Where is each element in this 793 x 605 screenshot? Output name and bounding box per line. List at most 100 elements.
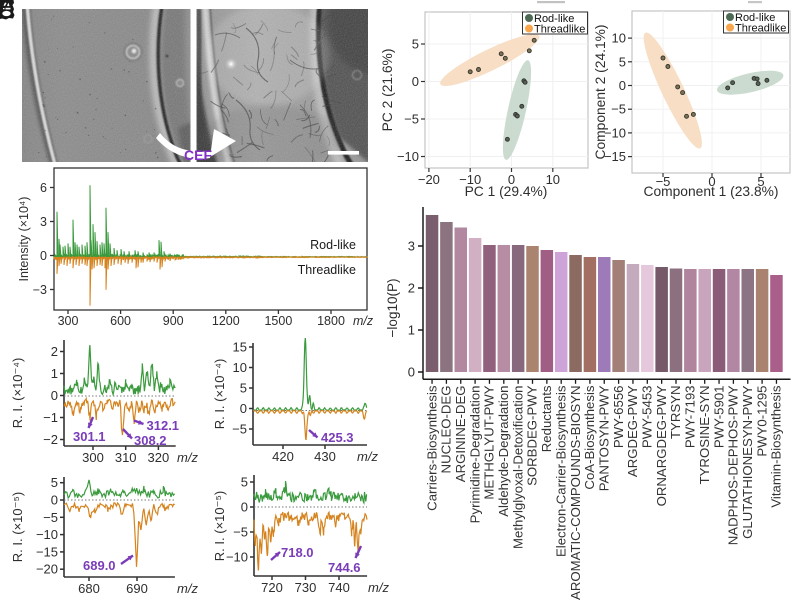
- svg-text:−log10(P): −log10(P): [385, 279, 400, 338]
- svg-text:−15: −15: [36, 544, 58, 559]
- svg-text:PWY-7193: PWY-7193: [683, 386, 698, 449]
- svg-text:−3: −3: [33, 283, 47, 297]
- svg-text:6: 6: [40, 181, 47, 195]
- svg-text:−1: −1: [43, 410, 58, 425]
- svg-text:Reductants: Reductants: [539, 385, 554, 452]
- svg-text:Component 2 (24.1%): Component 2 (24.1%): [593, 25, 608, 160]
- svg-text:Threadlike: Threadlike: [298, 263, 356, 277]
- svg-text:Rod-like: Rod-like: [310, 238, 356, 252]
- svg-text:Threadlike: Threadlike: [735, 23, 786, 35]
- svg-text:1800: 1800: [317, 314, 345, 328]
- svg-text:TYRSYN: TYRSYN: [668, 386, 683, 440]
- svg-text:5: 5: [412, 37, 419, 52]
- svg-text:PANTOSYN-PWY: PANTOSYN-PWY: [596, 385, 611, 491]
- svg-text:−10: −10: [36, 527, 58, 542]
- svg-text:310: 310: [115, 450, 137, 465]
- svg-text:300: 300: [82, 450, 104, 465]
- svg-text:Intensity (×10⁴): Intensity (×10⁴): [17, 197, 31, 282]
- svg-text:0: 0: [408, 365, 415, 380]
- svg-text:AROMATIC-COMPOUNDS-BIOSYN: AROMATIC-COMPOUNDS-BIOSYN: [568, 386, 583, 600]
- svg-text:Rod-like: Rod-like: [735, 12, 775, 24]
- svg-text:689.0: 689.0: [83, 558, 116, 573]
- svg-text:5: 5: [51, 475, 58, 490]
- svg-text:3: 3: [408, 239, 415, 254]
- svg-text:CoA-Biosynthesis: CoA-Biosynthesis: [582, 385, 597, 489]
- svg-text:m/z: m/z: [357, 449, 378, 464]
- svg-text:m/z: m/z: [353, 314, 374, 328]
- svg-text:0: 0: [51, 493, 58, 508]
- svg-text:0: 0: [241, 500, 248, 515]
- svg-text:425.3: 425.3: [321, 430, 354, 445]
- svg-text:312.1: 312.1: [147, 418, 180, 433]
- svg-text:−2: −2: [43, 432, 58, 447]
- svg-text:−20: −20: [418, 172, 440, 187]
- svg-text:0: 0: [51, 388, 58, 403]
- svg-text:740: 740: [328, 580, 350, 595]
- svg-text:−5: −5: [233, 525, 248, 540]
- svg-text:Rod-like: Rod-like: [534, 13, 574, 25]
- svg-text:−5: −5: [656, 174, 671, 189]
- svg-text:−15: −15: [604, 149, 626, 164]
- svg-text:−5: −5: [404, 112, 419, 127]
- svg-text:10: 10: [612, 31, 626, 46]
- svg-text:720: 720: [261, 580, 283, 595]
- svg-text:Electron-Carrier-Biosynthesis: Electron-Carrier-Biosynthesis: [553, 385, 568, 557]
- svg-text:ARGDEG-PWY: ARGDEG-PWY: [625, 385, 640, 477]
- svg-text:NUCLEO-DEG: NUCLEO-DEG: [439, 386, 454, 474]
- svg-text:1: 1: [51, 366, 58, 381]
- svg-text:Pyrimidine-Degradation: Pyrimidine-Degradation: [467, 386, 482, 524]
- svg-text:2: 2: [408, 281, 415, 296]
- svg-text:−10: −10: [604, 125, 626, 140]
- svg-text:PC 1 (29.4%): PC 1 (29.4%): [465, 184, 548, 199]
- svg-text:R. I. (×10⁻⁴): R. I. (×10⁻⁴): [212, 359, 227, 430]
- svg-text:METHGLYUT-PWY: METHGLYUT-PWY: [482, 385, 497, 499]
- svg-text:718.0: 718.0: [281, 545, 314, 560]
- svg-text:2: 2: [51, 344, 58, 359]
- svg-text:R. I. (×10⁻⁵): R. I. (×10⁻⁵): [212, 491, 227, 561]
- svg-text:Aldehyde-Degradation: Aldehyde-Degradation: [496, 386, 511, 517]
- svg-text:PWY-5453: PWY-5453: [640, 386, 655, 449]
- svg-text:0: 0: [619, 78, 626, 93]
- svg-text:730: 730: [295, 580, 317, 595]
- svg-text:Methylglyoxal-Detoxification: Methylglyoxal-Detoxification: [510, 386, 525, 549]
- svg-text:3: 3: [40, 215, 47, 229]
- svg-text:−10: −10: [397, 149, 419, 164]
- svg-text:−20: −20: [36, 562, 58, 577]
- svg-text:−5: −5: [43, 510, 58, 525]
- svg-text:0: 0: [508, 172, 515, 187]
- svg-text:600: 600: [110, 314, 131, 328]
- svg-text:5: 5: [757, 174, 764, 189]
- svg-text:1200: 1200: [212, 314, 240, 328]
- svg-text:Vitamin-Biosynthesis: Vitamin-Biosynthesis: [769, 385, 784, 508]
- svg-text:PWY-6556: PWY-6556: [611, 386, 626, 449]
- svg-text:R. I. (×10⁻⁵): R. I. (×10⁻⁵): [10, 492, 25, 562]
- svg-text:10: 10: [233, 360, 247, 375]
- svg-text:680: 680: [78, 581, 100, 596]
- svg-text:0: 0: [40, 249, 47, 263]
- svg-text:GLUTATHIONESYN-PWY: GLUTATHIONESYN-PWY: [740, 385, 755, 539]
- svg-text:−5: −5: [232, 422, 247, 437]
- svg-text:430: 430: [314, 449, 336, 464]
- svg-text:320: 320: [148, 450, 170, 465]
- svg-text:Threadlike: Threadlike: [534, 24, 585, 36]
- svg-text:308.2: 308.2: [134, 433, 167, 448]
- svg-text:ARGININE-DEG: ARGININE-DEG: [453, 386, 468, 483]
- svg-text:PC 2 (21.6%): PC 2 (21.6%): [380, 49, 395, 132]
- svg-text:300: 300: [58, 314, 79, 328]
- svg-text:900: 900: [163, 314, 184, 328]
- svg-text:Carriers-Biosynthesis: Carriers-Biosynthesis: [424, 385, 439, 511]
- svg-text:TYROSINE-SYN: TYROSINE-SYN: [697, 386, 712, 485]
- svg-text:Component 1 (23.8%): Component 1 (23.8%): [644, 184, 779, 199]
- svg-text:m/z: m/z: [177, 450, 198, 465]
- svg-text:0: 0: [240, 401, 247, 416]
- svg-text:m/z: m/z: [177, 581, 198, 596]
- svg-text:690: 690: [126, 581, 148, 596]
- svg-text:1: 1: [408, 323, 415, 338]
- svg-text:301.1: 301.1: [73, 429, 106, 444]
- svg-text:5: 5: [241, 475, 248, 490]
- svg-text:420: 420: [272, 449, 294, 464]
- svg-text:ORNARGDEG-PWY: ORNARGDEG-PWY: [654, 385, 669, 506]
- svg-text:744.6: 744.6: [328, 560, 361, 575]
- svg-text:NADPHOS-DEPHOS-PWY: NADPHOS-DEPHOS-PWY: [726, 385, 741, 545]
- svg-text:R. I. (×10⁻⁴): R. I. (×10⁻⁴): [10, 358, 25, 429]
